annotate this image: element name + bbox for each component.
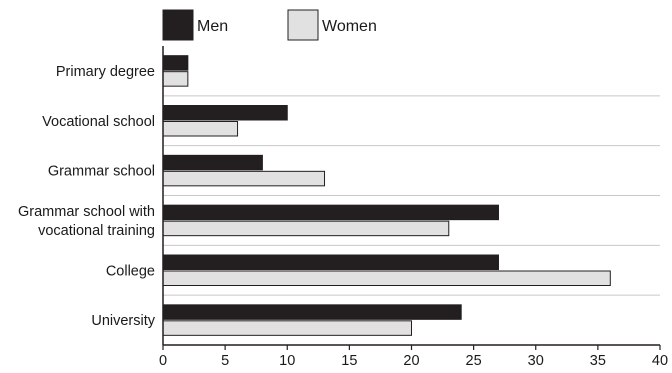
category-label: Grammar school with	[18, 204, 155, 220]
bars	[162, 55, 611, 336]
bar-men-5	[162, 304, 462, 320]
x-tick-label: 25	[466, 353, 482, 369]
bar-women-3	[162, 220, 450, 237]
x-tick-label: 20	[403, 353, 419, 369]
bar-men-2	[162, 154, 263, 171]
x-tick-label: 40	[652, 353, 668, 369]
category-label: Vocational school	[42, 114, 155, 130]
bar-women-4	[162, 270, 611, 286]
bar-men-4	[162, 254, 499, 270]
legend-label-women: Women	[322, 18, 377, 35]
x-tick-label: 5	[221, 353, 229, 369]
legend-label-men: Men	[197, 18, 228, 35]
x-tick-label: 35	[590, 353, 606, 369]
legend-swatch-women	[287, 9, 319, 41]
category-label: Grammar school	[48, 164, 155, 180]
x-tick-label: 0	[159, 353, 167, 369]
category-label: Primary degree	[56, 64, 155, 80]
x-tick-label: 15	[341, 353, 357, 369]
bar-women-2	[162, 170, 326, 187]
bar-men-0	[162, 55, 189, 71]
category-labels: Primary degree Vocational school Grammar s…	[18, 64, 156, 329]
bar-women-1	[162, 121, 239, 137]
legend: Men Women	[162, 9, 377, 41]
bar-men-1	[162, 105, 288, 121]
grid-lines	[163, 95, 660, 296]
x-tick-label: 10	[279, 353, 295, 369]
bar-women-5	[162, 320, 412, 336]
x-axis-ticks: 0 5 10 15 20 25 30 35 40	[159, 345, 668, 369]
x-tick-label: 30	[528, 353, 544, 369]
bar-men-3	[162, 204, 499, 221]
category-label: vocational training	[38, 223, 155, 239]
bar-women-0	[162, 71, 189, 87]
category-label: College	[106, 263, 155, 279]
legend-swatch-men	[162, 9, 194, 41]
category-label: University	[91, 313, 155, 329]
